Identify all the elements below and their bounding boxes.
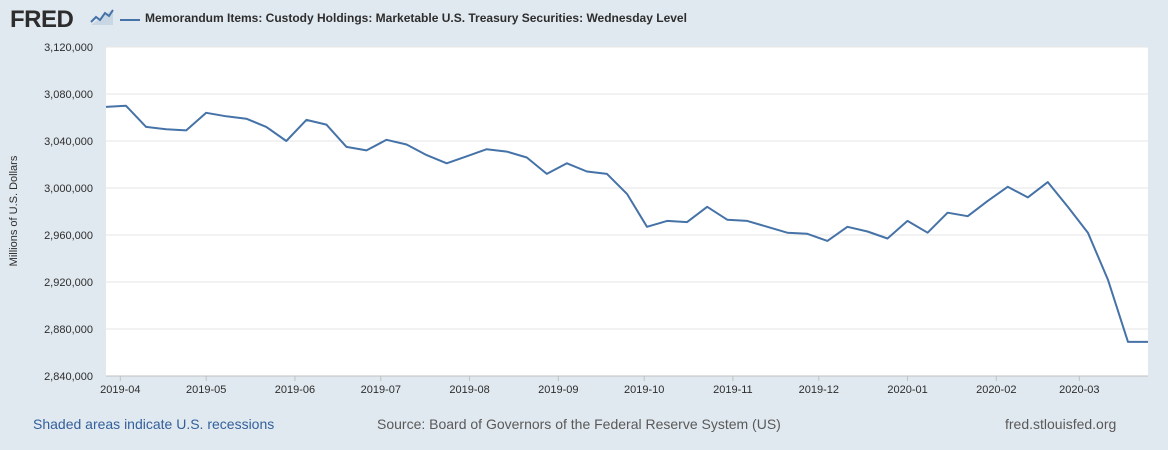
legend-line-swatch bbox=[120, 19, 140, 21]
x-tick-label: 2020-01 bbox=[887, 384, 927, 396]
y-tick-label: 2,960,000 bbox=[44, 230, 93, 242]
site-url[interactable]: fred.stlouisfed.org bbox=[1005, 416, 1117, 432]
x-tick-label: 2019-09 bbox=[538, 384, 578, 396]
x-tick-label: 2019-12 bbox=[799, 384, 839, 396]
x-tick-label: 2019-07 bbox=[361, 384, 401, 396]
x-tick-label: 2019-08 bbox=[449, 384, 489, 396]
line-chart: 2,840,000 2,880,000 2,920,000 2,960,000 3,00… bbox=[44, 42, 1148, 396]
y-tick-label: 3,080,000 bbox=[44, 89, 93, 101]
plot-area bbox=[106, 47, 1148, 376]
x-tick-label: 2019-11 bbox=[713, 384, 753, 396]
x-tick-label: 2019-05 bbox=[186, 384, 226, 396]
x-tick-label: 2019-06 bbox=[275, 384, 315, 396]
recessions-link[interactable]: Shaded areas indicate U.S. recessions bbox=[33, 416, 275, 432]
fred-logo[interactable]: FRED bbox=[10, 6, 74, 33]
logo-graph-icon bbox=[90, 8, 114, 26]
x-tick-label: 2019-04 bbox=[100, 384, 140, 396]
x-tick-label: 2019-10 bbox=[624, 384, 664, 396]
y-tick-label: 3,040,000 bbox=[44, 136, 93, 148]
y-tick-label: 3,120,000 bbox=[44, 42, 93, 54]
source-text: Source: Board of Governors of the Federa… bbox=[377, 416, 781, 432]
series-line bbox=[105, 104, 1148, 343]
y-tick-label: 2,840,000 bbox=[44, 371, 93, 383]
x-tick-label: 2020-02 bbox=[976, 384, 1016, 396]
legend-series-label: Memorandum Items: Custody Holdings: Mark… bbox=[145, 11, 687, 25]
y-tick-label: 3,000,000 bbox=[44, 183, 93, 195]
y-tick-label: 2,920,000 bbox=[44, 277, 93, 289]
y-tick-label: 2,880,000 bbox=[44, 324, 93, 336]
x-tick-label: 2020-03 bbox=[1059, 384, 1099, 396]
